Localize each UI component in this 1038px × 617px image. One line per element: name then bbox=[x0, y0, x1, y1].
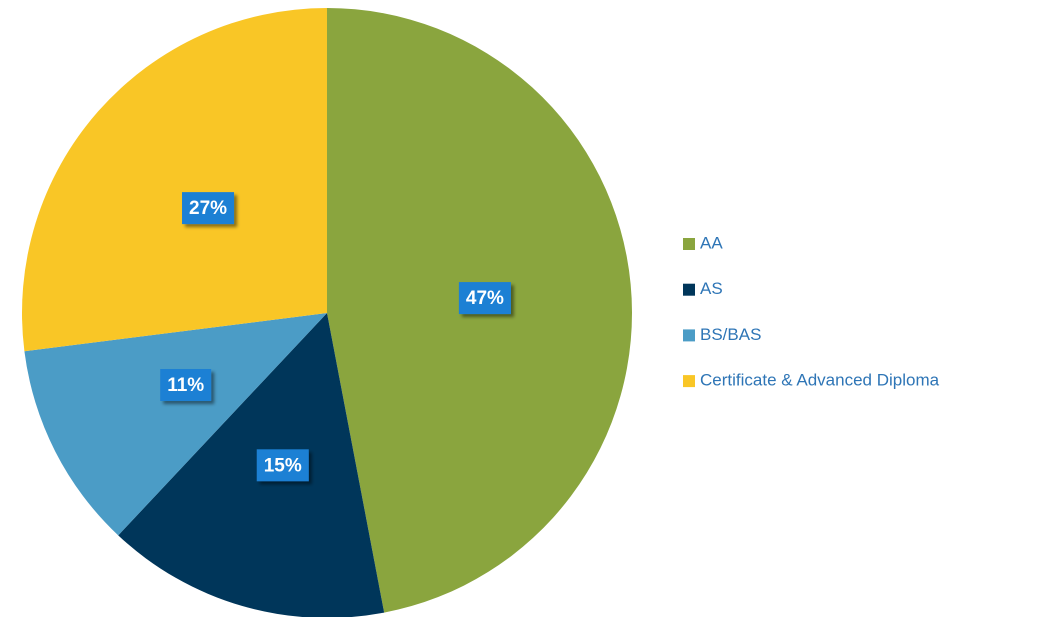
data-label-text: 11% bbox=[167, 375, 204, 396]
legend-swatch bbox=[683, 329, 695, 342]
legend-swatch bbox=[683, 238, 695, 250]
data-label-text: 27% bbox=[189, 198, 227, 219]
data-label-box bbox=[182, 192, 235, 225]
data-label-box bbox=[160, 369, 212, 402]
legend-label: AS bbox=[700, 279, 723, 298]
data-label: 27% bbox=[182, 192, 235, 225]
data-label: 11% bbox=[160, 369, 212, 402]
legend-swatch bbox=[683, 375, 695, 388]
data-label-box bbox=[256, 449, 309, 482]
data-label-box bbox=[458, 282, 511, 315]
legend-swatch bbox=[683, 283, 695, 296]
data-label: 15% bbox=[256, 449, 309, 482]
pie-slice bbox=[24, 313, 327, 536]
data-label-text: 47% bbox=[466, 288, 504, 309]
pie-slice bbox=[21, 8, 327, 352]
data-label-text: 15% bbox=[264, 455, 302, 476]
data-label: 47% bbox=[458, 282, 511, 315]
pie-slice bbox=[118, 313, 385, 617]
legend-label: AA bbox=[700, 233, 723, 252]
legend-label: Certificate & Advanced Diploma bbox=[700, 371, 940, 390]
legend-label: BS/BAS bbox=[700, 325, 761, 344]
